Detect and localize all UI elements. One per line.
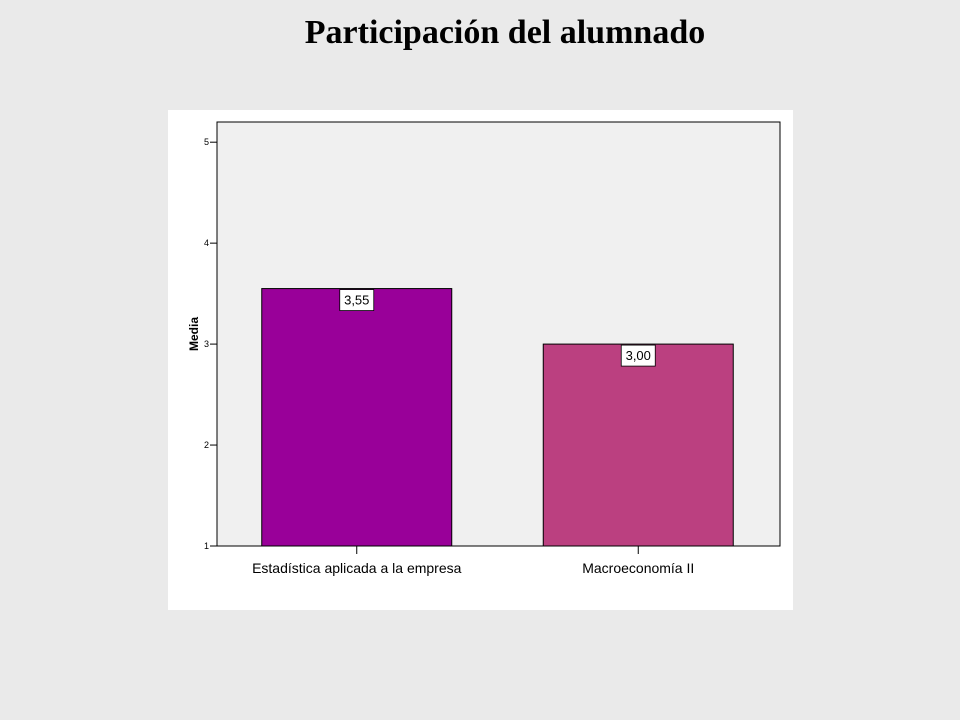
bars-layer: 3,55 3,00 [261,288,734,547]
x-tick-label-0: Estadística aplicada a la empresa [252,560,462,576]
y-tick-label-3: 4 [204,238,209,248]
bar-1 [542,343,734,547]
y-tick-label-4: 5 [204,137,209,147]
y-tick-label-1: 2 [204,440,209,450]
data-label-box-1 [620,344,656,367]
y-tick-label-2: 3 [204,339,209,349]
bar-chart: 3,55 3,00 Estadística aplicada a la empre… [187,121,781,576]
y-axis-title: Media [187,317,201,351]
data-label-1: 3,00 [626,348,651,363]
data-label-0: 3,55 [344,293,369,308]
x-tick-label-1: Macroeconomía II [582,560,694,576]
chart-panel: 3,55 3,00 Estadística aplicada a la empre… [168,110,793,610]
slide-title: Participación del alumnado [304,14,706,51]
y-tick-label-0: 1 [204,541,209,551]
bar-0 [261,288,453,547]
axis-layer: Estadística aplicada a la empresa Macroec… [187,137,694,576]
data-label-box-0 [339,289,375,311]
